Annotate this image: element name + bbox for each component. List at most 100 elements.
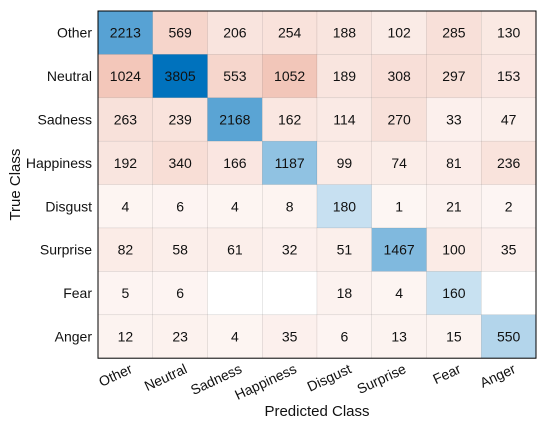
row-label: Anger	[55, 329, 93, 345]
matrix-cell	[481, 184, 537, 229]
matrix-cell	[97, 314, 153, 359]
column-label: Fear	[430, 360, 463, 387]
cell-value-label: 47	[501, 112, 517, 128]
matrix-cell	[316, 54, 372, 99]
matrix-cell	[152, 314, 208, 359]
cell-value-label: 2	[505, 198, 513, 214]
cell-value-label: 15	[446, 329, 462, 345]
cell-value-label: 8	[286, 198, 294, 214]
matrix-cell	[262, 140, 318, 185]
matrix-cell	[262, 97, 318, 142]
cell-value-label: 102	[387, 25, 411, 41]
cell-value-label: 35	[501, 242, 517, 258]
cell-value-label: 6	[340, 329, 348, 345]
matrix-cell	[371, 314, 427, 359]
matrix-cell	[371, 227, 427, 272]
cell-value-label: 100	[442, 242, 466, 258]
matrix-cell	[262, 271, 318, 316]
matrix-cell	[207, 97, 263, 142]
cell-value-label: 308	[387, 68, 411, 84]
matrix-cell	[262, 314, 318, 359]
cell-value-label: 35	[282, 329, 298, 345]
cell-value-label: 263	[114, 112, 138, 128]
row-labels: Other Neutral Sadness Happiness Disgust Surpr…	[26, 25, 92, 345]
cell-value-label: 2168	[219, 112, 250, 128]
matrix-cell	[481, 314, 537, 359]
matrix-cell	[426, 271, 482, 316]
matrix-cell	[316, 184, 372, 229]
cell-value-label: 3805	[165, 68, 196, 84]
cell-value-label: 4	[231, 198, 239, 214]
matrix-cell	[316, 271, 372, 316]
matrix-cell	[152, 227, 208, 272]
matrix-cell	[207, 271, 263, 316]
row-label: Neutral	[47, 68, 92, 84]
cell-value-label: 130	[497, 25, 521, 41]
cell-value-label: 160	[442, 285, 466, 301]
column-label: Neutral	[142, 360, 190, 394]
matrix-cell	[316, 10, 372, 55]
column-label: Surprise	[354, 360, 408, 397]
cell-value-label: 23	[172, 329, 188, 345]
cell-value-label: 192	[114, 155, 138, 171]
matrix-cell	[97, 140, 153, 185]
cell-value-label: 12	[118, 329, 134, 345]
matrix-cell	[262, 54, 318, 99]
matrix-cell	[371, 97, 427, 142]
cell-value-label: 51	[337, 242, 353, 258]
matrix-cell	[426, 184, 482, 229]
row-label: Fear	[63, 285, 92, 301]
matrix-frame	[97, 10, 537, 359]
cell-value-label: 270	[387, 112, 411, 128]
row-label: Sadness	[38, 112, 92, 128]
cell-value-label: 1052	[274, 68, 305, 84]
cell-value-label: 188	[333, 25, 357, 41]
matrix-cell	[97, 271, 153, 316]
cell-value-label: 13	[391, 329, 407, 345]
cell-value-label: 162	[278, 112, 302, 128]
column-label: Disgust	[305, 360, 354, 394]
matrix-cell	[426, 140, 482, 185]
cell-value-label: 340	[168, 155, 192, 171]
matrix-cell	[262, 10, 318, 55]
row-label: Disgust	[45, 198, 92, 214]
column-label: Anger	[477, 360, 518, 390]
cell-value-label: 5	[121, 285, 129, 301]
cell-value-label: 81	[446, 155, 462, 171]
y-axis-label: True Class	[7, 149, 24, 221]
cell-value-label: 569	[168, 25, 192, 41]
cell-value-label: 58	[172, 242, 188, 258]
column-label: Other	[96, 360, 135, 389]
matrix-cell	[316, 97, 372, 142]
matrix-cell	[97, 10, 153, 55]
cell-value-label: 18	[337, 285, 353, 301]
cell-value-label: 82	[118, 242, 134, 258]
cell-value-label: 285	[442, 25, 466, 41]
cell-value-label: 1024	[110, 68, 141, 84]
cell-value-label: 153	[497, 68, 521, 84]
cell-value-label: 180	[333, 198, 357, 214]
cell-value-label: 32	[282, 242, 298, 258]
row-label: Happiness	[26, 155, 92, 171]
matrix-cell	[152, 10, 208, 55]
matrix-cell	[262, 184, 318, 229]
cell-value-label: 6	[176, 198, 184, 214]
cell-value-label: 21	[446, 198, 462, 214]
matrix-cell	[426, 97, 482, 142]
cell-value-label: 206	[223, 25, 247, 41]
matrix-cell	[481, 271, 537, 316]
cell-value-label: 2213	[110, 25, 141, 41]
column-label: Happiness	[232, 360, 299, 402]
cell-value-label: 1187	[275, 155, 305, 171]
matrix-cell	[207, 140, 263, 185]
cell-value-label: 1	[395, 198, 403, 214]
cell-value-label: 4	[231, 329, 239, 345]
cell-value-label: 4	[121, 198, 129, 214]
matrix-cells	[97, 10, 537, 359]
cell-value-label: 99	[337, 155, 353, 171]
matrix-cell	[371, 184, 427, 229]
matrix-cell	[481, 227, 537, 272]
cell-value-label: 4	[395, 285, 403, 301]
